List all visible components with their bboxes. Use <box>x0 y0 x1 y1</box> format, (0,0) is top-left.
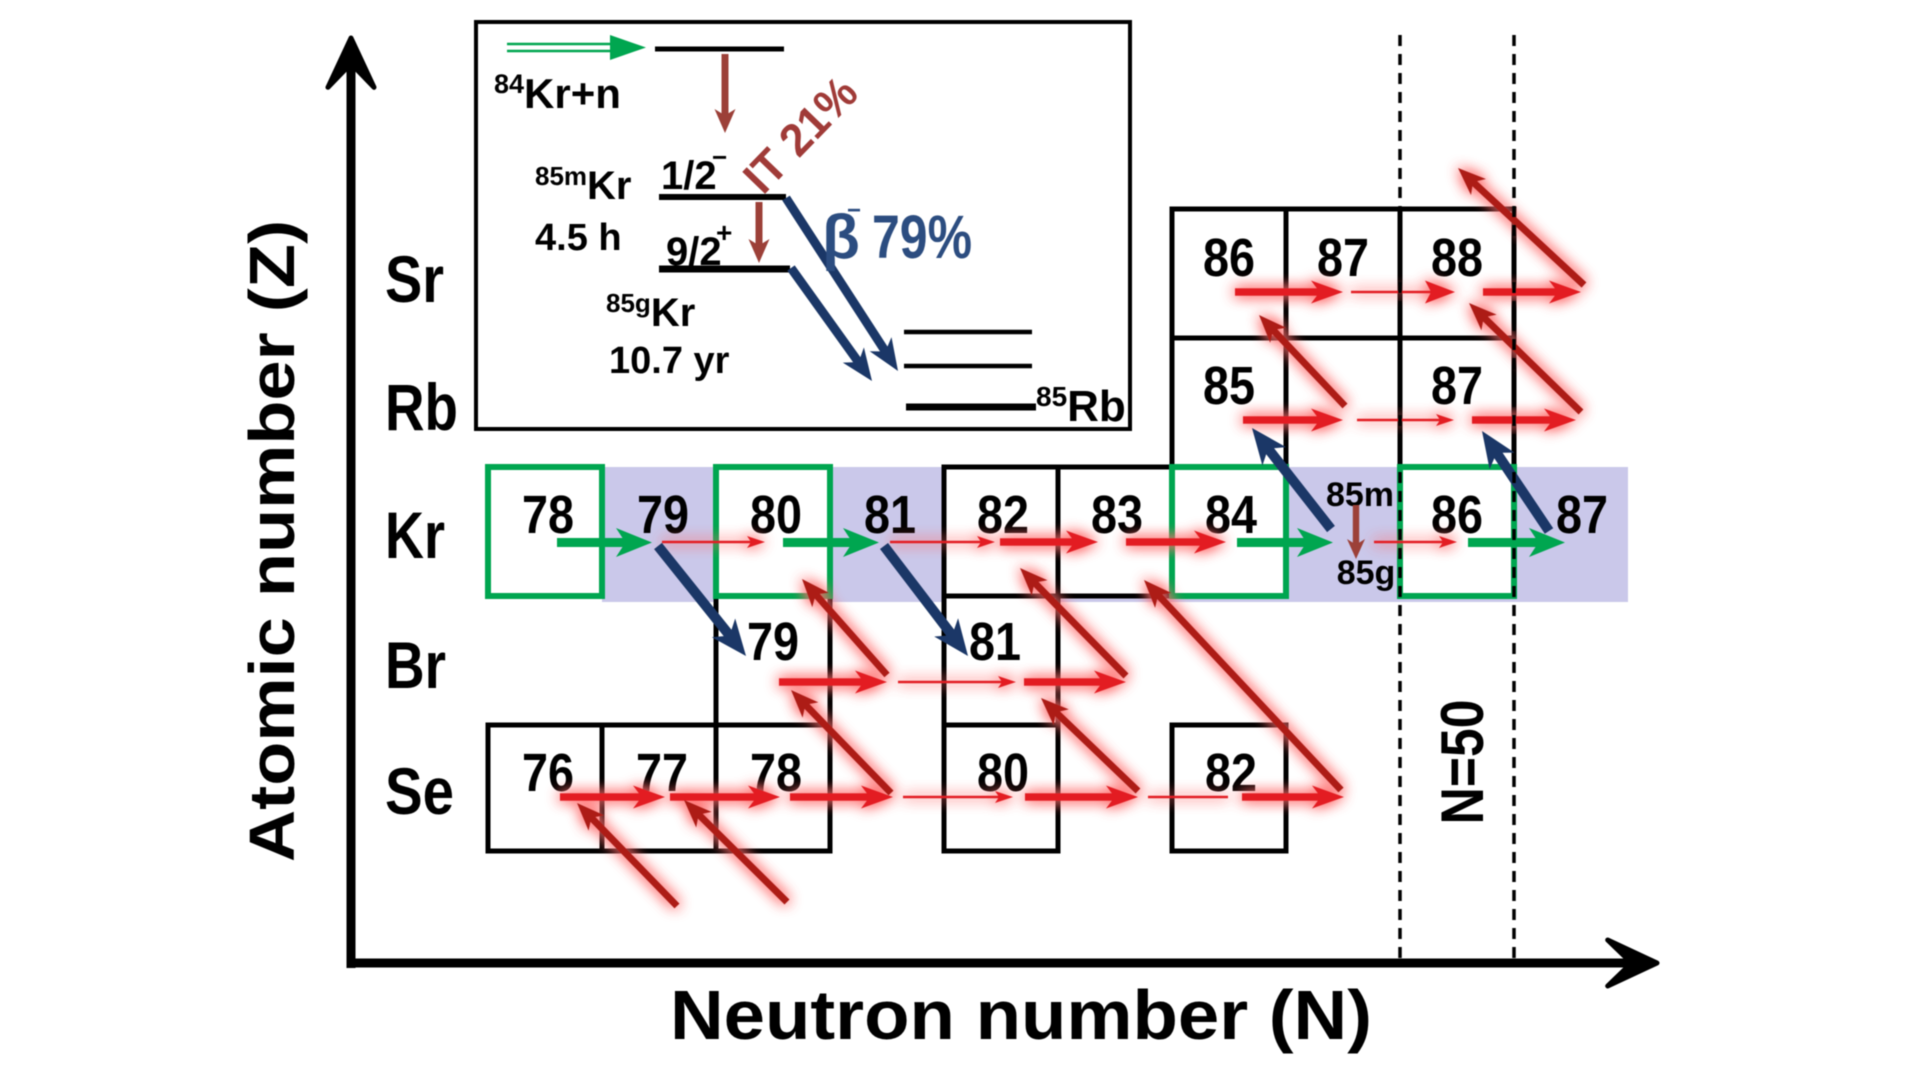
svg-text:9/2: 9/2 <box>666 230 722 274</box>
svg-text:4.5 h: 4.5 h <box>535 217 622 259</box>
svg-text:80: 80 <box>750 485 802 545</box>
svg-text:85Rb: 85Rb <box>1036 381 1126 431</box>
svg-text:Se: Se <box>385 754 454 828</box>
svg-text:87: 87 <box>1556 485 1608 545</box>
svg-text:+: + <box>716 217 732 248</box>
svg-text:10.7 yr: 10.7 yr <box>609 340 730 382</box>
svg-text:79: 79 <box>637 485 689 545</box>
svg-text:83: 83 <box>1091 485 1143 545</box>
svg-text:Neutron number (N): Neutron number (N) <box>670 976 1372 1054</box>
svg-text:80: 80 <box>977 743 1029 803</box>
svg-text:81: 81 <box>969 612 1021 672</box>
svg-text:82: 82 <box>1205 743 1257 803</box>
svg-text:85g: 85g <box>1337 554 1396 592</box>
svg-text:Rb: Rb <box>385 370 458 444</box>
svg-text:87: 87 <box>1431 356 1483 416</box>
svg-text:78: 78 <box>522 485 574 545</box>
svg-text:N=50: N=50 <box>1429 700 1496 825</box>
svg-text:81: 81 <box>864 485 916 545</box>
svg-text:85gKr: 85gKr <box>606 288 695 335</box>
svg-text:−: − <box>712 142 727 172</box>
svg-text:86: 86 <box>1431 485 1483 545</box>
svg-text:β: β <box>822 203 860 272</box>
svg-text:84Kr+n: 84Kr+n <box>494 69 621 117</box>
svg-text:Br: Br <box>385 628 446 702</box>
svg-text:−: − <box>847 197 861 224</box>
svg-text:79%: 79% <box>872 203 972 271</box>
svg-text:86: 86 <box>1203 228 1255 288</box>
svg-text:85: 85 <box>1203 356 1255 416</box>
svg-text:79: 79 <box>747 612 799 672</box>
svg-text:76: 76 <box>522 743 574 803</box>
svg-text:87: 87 <box>1317 228 1369 288</box>
svg-text:84: 84 <box>1205 485 1257 545</box>
svg-text:Kr: Kr <box>385 498 445 572</box>
svg-text:85mKr: 85mKr <box>535 161 632 208</box>
svg-text:88: 88 <box>1431 228 1483 288</box>
svg-text:85m: 85m <box>1326 476 1394 514</box>
svg-text:1/2: 1/2 <box>661 154 717 198</box>
svg-text:82: 82 <box>977 485 1029 545</box>
svg-text:Atomic number (Z): Atomic number (Z) <box>236 220 308 862</box>
svg-text:Sr: Sr <box>385 242 444 316</box>
